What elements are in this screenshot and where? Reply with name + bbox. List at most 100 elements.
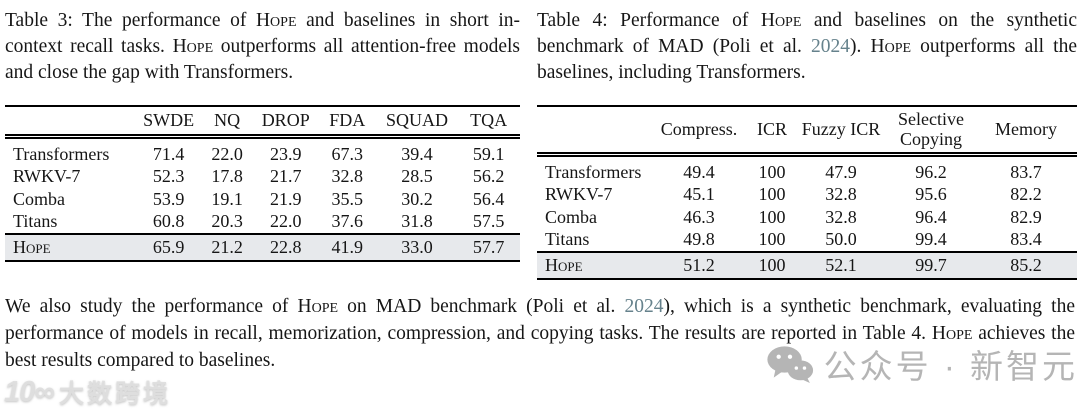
value-cell: 31.8	[401, 211, 433, 231]
value-cell: 41.9	[318, 232, 377, 262]
wechat-icon	[766, 345, 814, 383]
value-cell: 56.4	[472, 188, 505, 209]
model-name-cell: Hope	[537, 250, 649, 280]
value-cell: 100	[758, 206, 786, 227]
watermark-xinzhiyuan: 公众号 · 新智元	[766, 340, 1078, 388]
model-name-cell: Hope	[5, 232, 137, 262]
table-row: Comba 53.9 19.1 21.9 35.5 30.2 56.4	[5, 188, 520, 211]
value-cell: 52.1	[795, 250, 887, 280]
value-cell: 33.0	[376, 232, 458, 262]
hope-row: Hope 51.2 100 52.1 99.7 85.2	[537, 250, 1077, 280]
citation-link[interactable]: 2024	[811, 36, 851, 57]
value-cell: 22.0	[211, 143, 243, 164]
corner-cell	[537, 105, 649, 157]
value-cell: 83.7	[1010, 161, 1042, 182]
value-cell: 100	[749, 250, 795, 280]
value-cell: 45.1	[683, 183, 715, 204]
value-cell: 100	[758, 161, 786, 182]
value-cell: 99.7	[887, 250, 975, 280]
text-segment: Hope	[255, 10, 297, 31]
value-cell: 100	[758, 183, 786, 204]
left-column: Table 3: The performance of Hope and bas…	[5, 8, 520, 280]
value-cell: 32.8	[331, 165, 364, 186]
value-cell: 19.1	[211, 188, 243, 209]
table3-caption: Table 3: The performance of Hope and bas…	[5, 8, 520, 86]
text-segment: Hope	[931, 322, 973, 344]
value-cell: 65.9	[136, 232, 201, 262]
value-cell: 95.6	[915, 183, 947, 204]
value-cell: 67.3	[331, 143, 364, 164]
text-segment: ).	[850, 36, 871, 57]
value-cell: 20.3	[211, 211, 243, 231]
table-row: Transformers 49.4 100 47.9 96.2 83.7	[537, 154, 1077, 183]
citation-link[interactable]: 2024	[624, 295, 664, 317]
value-cell: 21.9	[269, 188, 302, 209]
value-cell: 23.9	[269, 143, 302, 164]
watermark-dashu: 10∞ 大数跨境	[4, 374, 171, 410]
column-header: TQA	[457, 105, 520, 139]
table-row: Transformers 71.4 22.0 23.9 67.3 39.4 59…	[5, 136, 520, 165]
value-cell: 59.1	[472, 143, 505, 164]
corner-cell	[5, 105, 137, 139]
table-row: Titans 49.8 100 50.0 99.4 83.4	[537, 229, 1077, 252]
value-cell: 49.4	[683, 161, 715, 182]
model-name-cell: Comba	[545, 206, 597, 227]
value-cell: 82.9	[1010, 206, 1042, 227]
value-cell: 99.4	[915, 229, 947, 249]
value-cell: 46.3	[683, 206, 715, 227]
value-cell: 21.7	[269, 165, 302, 186]
value-cell: 22.8	[253, 232, 319, 262]
watermark-xinzhiyuan-label: 公众号 · 新智元	[823, 348, 1078, 385]
model-name-cell: Titans	[545, 229, 590, 249]
text-segment: We also study the performance of	[5, 295, 298, 317]
body-paragraph: We also study the performance of Hope on…	[0, 293, 1080, 374]
right-column: Table 4: Performance of Hope and baselin…	[537, 8, 1077, 280]
value-cell: 21.2	[200, 232, 254, 262]
text-segment: Hope	[297, 295, 339, 317]
value-cell: 49.8	[683, 229, 715, 249]
table3-header-row: SWDE NQ DROP FDA SQUAD TQA	[5, 105, 520, 139]
column-header: Compress.	[649, 105, 749, 157]
table4-header-row: Compress. ICR Fuzzy ICR Selective Copyin…	[537, 105, 1077, 157]
value-cell: 56.2	[472, 165, 505, 186]
text-segment: Table 4: Performance of	[537, 10, 761, 31]
column-header: FDA	[318, 105, 377, 139]
table4: Compress. ICR Fuzzy ICR Selective Copyin…	[537, 105, 1077, 280]
value-cell: 22.0	[269, 211, 302, 231]
value-cell: 85.2	[975, 250, 1077, 280]
model-name-cell: Comba	[13, 188, 65, 209]
text-segment: and baselines on the synthetic benchmark…	[537, 10, 1077, 57]
value-cell: 30.2	[401, 188, 433, 209]
model-name-cell: Transformers	[13, 143, 110, 164]
hope-row: Hope 65.9 21.2 22.8 41.9 33.0 57.7	[5, 232, 520, 262]
value-cell: 71.4	[152, 143, 185, 164]
model-name-cell: Titans	[13, 211, 58, 231]
column-header: SWDE	[136, 105, 201, 139]
value-cell: 39.4	[401, 143, 433, 164]
table-row: Comba 46.3 100 32.8 96.4 82.9	[537, 206, 1077, 229]
table-row: Titans 60.8 20.3 22.0 37.6 31.8 57.5	[5, 211, 520, 234]
column-header: Selective Copying	[887, 105, 975, 157]
text-segment: on MAD benchmark (Poli et al.	[338, 295, 625, 317]
dashu-logo-icon: 10∞	[4, 375, 55, 408]
value-cell: 37.6	[331, 211, 364, 231]
value-cell: 32.8	[825, 206, 857, 227]
text-segment: Hope	[870, 36, 912, 57]
value-cell: 35.5	[331, 188, 364, 209]
value-cell: 83.4	[1010, 229, 1042, 249]
column-header: DROP	[253, 105, 319, 139]
text-segment: outperforms all attention-free models an…	[5, 36, 520, 83]
model-name-cell: Transformers	[545, 161, 642, 182]
text-segment: and baselines in short in-context recall…	[5, 10, 521, 57]
model-name-cell: RWKV-7	[545, 183, 613, 204]
column-header: Memory	[975, 105, 1077, 157]
two-column-layout: Table 3: The performance of Hope and bas…	[5, 8, 1077, 280]
model-name-cell: RWKV-7	[13, 165, 81, 186]
value-cell: 50.0	[825, 229, 857, 249]
value-cell: 96.4	[915, 206, 947, 227]
column-header: Fuzzy ICR	[795, 105, 887, 157]
value-cell: 96.2	[915, 161, 947, 182]
table3: SWDE NQ DROP FDA SQUAD TQA Transformers …	[5, 105, 520, 262]
table-row: RWKV-7 52.3 17.8 21.7 32.8 28.5 56.2	[5, 165, 520, 188]
table4-caption: Table 4: Performance of Hope and baselin…	[537, 8, 1077, 86]
